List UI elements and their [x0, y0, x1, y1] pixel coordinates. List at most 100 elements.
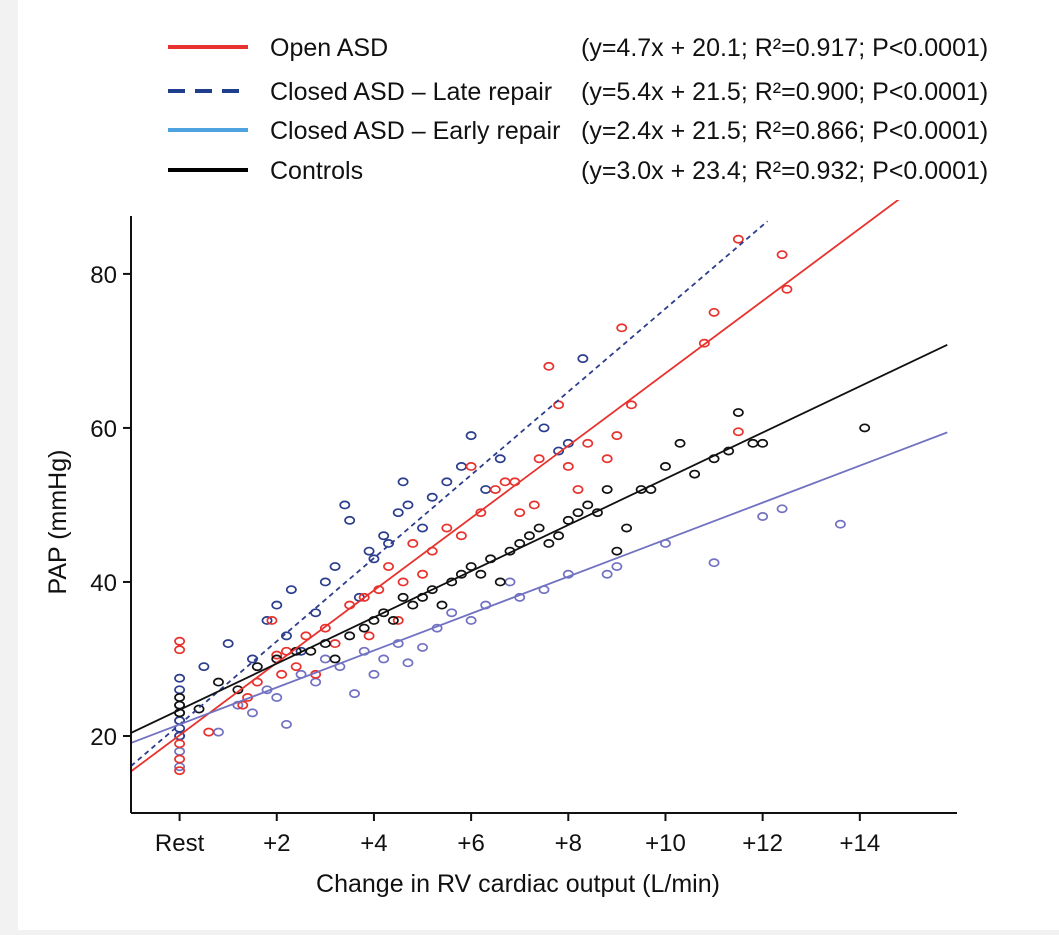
legend-label: Open ASD — [270, 34, 388, 62]
data-point — [363, 546, 375, 556]
series-points — [174, 504, 846, 772]
data-point — [198, 662, 210, 672]
data-point — [601, 454, 613, 464]
data-point — [397, 592, 409, 602]
data-point — [859, 423, 871, 433]
data-point — [310, 677, 322, 687]
data-point — [528, 500, 540, 510]
x-tick-label: Rest — [155, 830, 205, 857]
data-point — [514, 539, 526, 548]
data-point — [441, 523, 453, 533]
legend-label: Controls — [270, 157, 363, 185]
regression-line — [131, 200, 900, 773]
data-point — [494, 577, 506, 587]
data-point — [271, 650, 283, 660]
data-point — [504, 577, 516, 587]
data-point — [417, 523, 428, 533]
data-point — [732, 408, 744, 417]
data-point — [271, 693, 283, 702]
data-point — [674, 438, 686, 448]
data-point — [436, 600, 448, 610]
data-point — [562, 461, 574, 471]
data-point — [193, 704, 205, 714]
x-tick-label: +2 — [263, 830, 290, 857]
data-point — [319, 577, 331, 587]
plot-area — [131, 200, 948, 776]
scatter-chart: Open ASD (y=4.7x + 20.1; R²=0.917; P<0.00… — [44, 34, 988, 898]
data-point — [329, 639, 341, 649]
data-point — [358, 592, 370, 602]
data-point — [577, 354, 589, 364]
regression-line — [131, 220, 769, 767]
data-point — [708, 307, 720, 317]
y-tick-label: 60 — [90, 416, 117, 443]
legend-label: Closed ASD – Early repair — [270, 117, 560, 145]
data-point — [582, 438, 594, 448]
data-point — [174, 766, 186, 776]
regression-line — [131, 431, 948, 744]
x-tick-label: +14 — [839, 830, 880, 857]
data-point — [378, 654, 390, 664]
data-point — [465, 562, 477, 572]
data-point — [621, 523, 633, 533]
data-point — [611, 562, 623, 572]
data-point — [290, 662, 302, 672]
data-point — [174, 746, 186, 756]
chart-legend: Open ASD (y=4.7x + 20.1; R²=0.917; P<0.00… — [168, 34, 988, 185]
data-point — [174, 673, 186, 683]
data-point — [203, 727, 215, 737]
data-point — [776, 504, 788, 514]
data-point — [572, 508, 584, 518]
data-point — [553, 531, 565, 541]
data-point — [465, 616, 477, 625]
data-point — [757, 438, 769, 448]
data-point — [397, 577, 409, 587]
data-point — [611, 431, 623, 441]
plot-inner — [131, 200, 948, 776]
data-point — [475, 508, 487, 518]
data-point — [319, 654, 331, 664]
x-tick-label: +4 — [360, 830, 387, 857]
data-point — [276, 669, 288, 679]
data-point — [266, 616, 278, 625]
data-point — [251, 662, 263, 672]
data-point — [543, 539, 555, 548]
data-point — [397, 477, 409, 487]
data-point — [757, 512, 769, 521]
legend-equation: (y=3.0x + 23.4; R²=0.932; P<0.0001) — [581, 157, 988, 185]
data-point — [319, 623, 331, 633]
data-point — [417, 569, 428, 579]
data-point — [329, 654, 341, 664]
data-point — [417, 642, 428, 652]
data-point — [455, 531, 467, 541]
x-tick-label: +10 — [645, 830, 686, 857]
data-point — [174, 739, 186, 749]
x-tick-label: +8 — [555, 830, 582, 857]
data-point — [213, 727, 224, 737]
data-point — [601, 485, 613, 494]
data-point — [708, 558, 720, 568]
data-point — [344, 631, 356, 641]
data-point — [383, 562, 394, 572]
data-point — [523, 531, 535, 541]
data-point — [572, 485, 584, 494]
x-tick-label: +6 — [457, 830, 484, 857]
data-point — [329, 562, 341, 572]
figure-panel: Open ASD (y=4.7x + 20.1; R²=0.917; P<0.00… — [18, 0, 1059, 930]
data-point — [174, 645, 186, 655]
data-point — [368, 669, 380, 679]
data-point — [747, 438, 759, 448]
data-point — [407, 600, 419, 610]
data-point — [538, 423, 550, 433]
data-point — [494, 454, 506, 464]
data-point — [213, 677, 224, 687]
data-point — [582, 500, 594, 510]
data-point — [237, 700, 249, 710]
data-point — [626, 400, 637, 410]
data-point — [402, 500, 414, 510]
data-point — [776, 250, 788, 260]
data-point — [358, 623, 370, 633]
legend-label: Closed ASD – Late repair — [270, 78, 552, 106]
y-tick-label: 20 — [90, 724, 117, 751]
data-point — [407, 539, 419, 548]
